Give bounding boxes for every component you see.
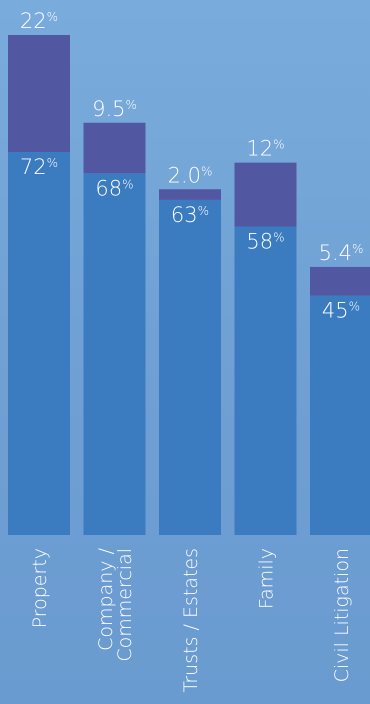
bar-top-0 bbox=[8, 35, 70, 153]
data-label-top-2: 2.0% bbox=[168, 163, 213, 187]
data-label-base-0: 72% bbox=[20, 155, 58, 179]
bar-top-2 bbox=[159, 189, 221, 200]
bar-base-2 bbox=[159, 199, 221, 535]
bar-top-4 bbox=[310, 266, 370, 296]
data-label-base-3: 58% bbox=[246, 229, 284, 253]
bar-top-1 bbox=[83, 122, 146, 174]
category-label-4: Civil Litigation bbox=[331, 548, 353, 682]
data-label-top-1: 9.5% bbox=[92, 97, 137, 121]
bar-base-1 bbox=[83, 173, 146, 536]
data-label-top-0: 22% bbox=[20, 9, 58, 33]
category-label-2: Trusts / Estates bbox=[180, 548, 202, 692]
category-label-1: Company /Commercial bbox=[95, 547, 136, 661]
bar-base-4 bbox=[310, 295, 370, 535]
bar-base-0 bbox=[8, 152, 70, 535]
bar-top-3 bbox=[234, 162, 297, 227]
data-label-top-4: 5.4% bbox=[319, 241, 364, 265]
data-label-top-3: 12% bbox=[246, 137, 284, 161]
bar-base-3 bbox=[234, 226, 297, 535]
category-label-3: Family bbox=[256, 548, 278, 609]
data-label-base-2: 63% bbox=[171, 203, 209, 227]
data-label-base-4: 45% bbox=[322, 299, 360, 323]
category-label-0: Property bbox=[29, 548, 51, 628]
data-label-base-1: 68% bbox=[95, 176, 133, 200]
